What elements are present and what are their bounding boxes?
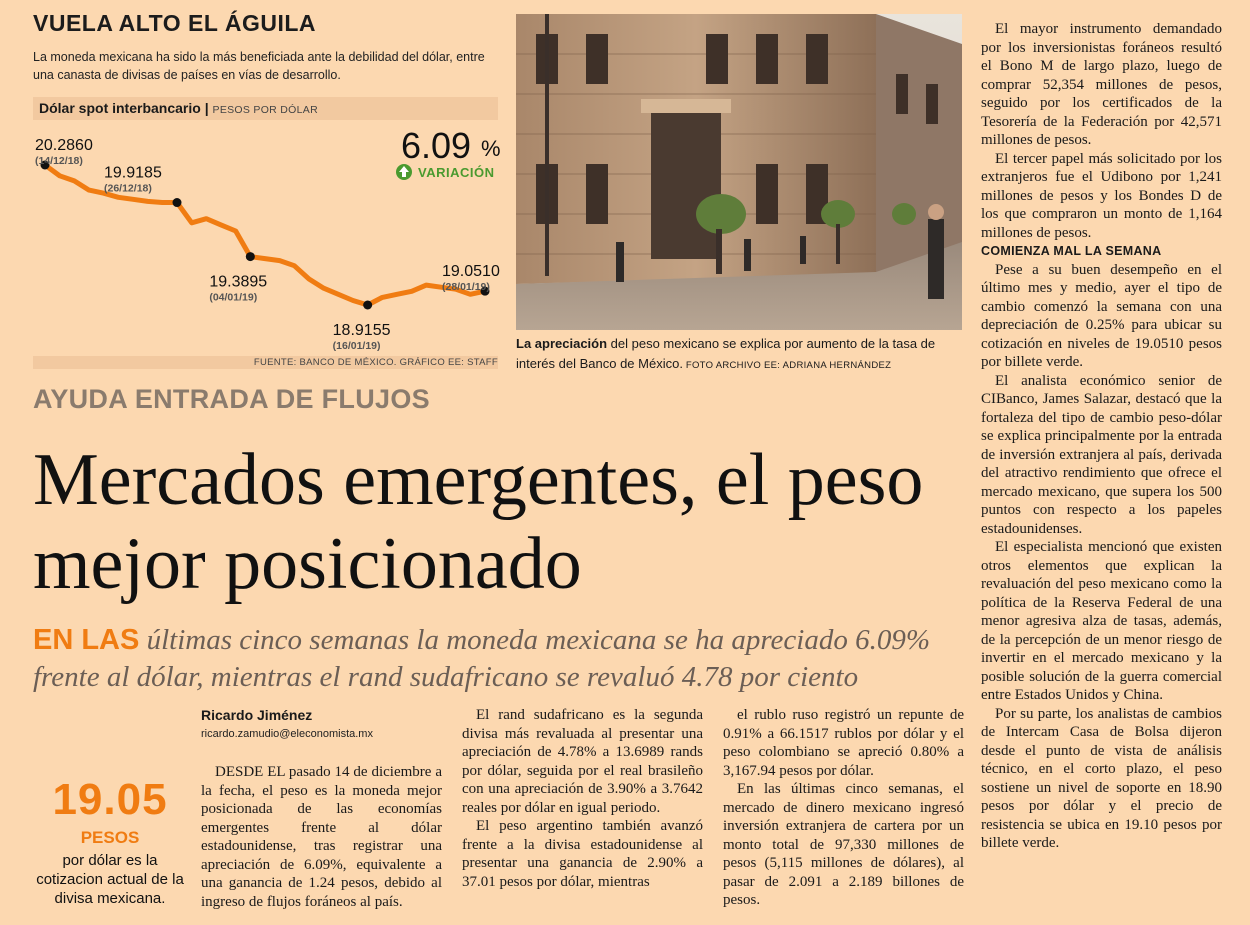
paragraph: Pese a su buen desempeño en el último me… xyxy=(981,261,1222,371)
article-column-1: DESDE EL pasado 14 de diciembre a la fec… xyxy=(201,763,442,911)
bank-building-photo xyxy=(516,14,962,330)
chart-point-date-label: (28/01/19) xyxy=(442,281,490,293)
paragraph: El especialista mencionó que existen otr… xyxy=(981,539,1222,703)
paragraph: Por su parte, los analistas de cambios d… xyxy=(981,705,1222,852)
chart-point-value-label: 20.2860 xyxy=(35,137,93,154)
chart-point-date-label: (14/12/18) xyxy=(35,155,83,167)
chart-point-value-label: 18.9155 xyxy=(333,322,391,339)
up-arrow-icon-glyph xyxy=(399,166,409,177)
paragraph: En las últimas cinco semanas, el mercado… xyxy=(723,781,964,908)
chart-plot: 20.2860(14/12/18) 19.9185(26/12/18) 19.389… xyxy=(35,125,501,352)
photo-caption-text: del peso mexicano se explica por aumento… xyxy=(516,336,936,371)
variation-label: VARIACIÓN xyxy=(418,165,494,180)
article-column-4: El mayor instrumento demandado por los i… xyxy=(981,20,1222,853)
photo-caption: La apreciación del peso mexicano se expl… xyxy=(516,334,966,376)
author-name: Ricardo Jiménez xyxy=(201,707,313,723)
chart-point-date-label: (16/01/19) xyxy=(333,340,381,352)
chart-point-value-label: 19.3895 xyxy=(209,274,267,291)
paragraph: El rand sudafricano es la segunda divisa… xyxy=(462,707,703,816)
paragraph: el rublo ruso registró un repunte de 0.9… xyxy=(723,707,964,779)
chart-series-label: Dólar spot interbancario xyxy=(39,100,201,116)
callout-unit: PESOS xyxy=(80,828,140,847)
chart-footer-bar xyxy=(33,356,498,369)
chart-label: Dólar spot interbancario | PESOS POR DÓL… xyxy=(39,100,318,116)
photo-credit: FOTO ARCHIVO EE: ADRIANA HERNÁNDEZ xyxy=(682,360,892,371)
lead-text: últimas cinco semanas la moneda mexicana… xyxy=(33,624,930,693)
author-email[interactable]: ricardo.zamudio@eleconomista.mx xyxy=(201,728,373,740)
photo-caption-lead: La apreciación xyxy=(516,336,608,351)
lead-in: EN LAS xyxy=(33,624,140,656)
chart-series-line xyxy=(42,162,488,308)
variation-value: 6.09 xyxy=(401,125,471,166)
section-subhead: COMIENZA MAL LA SEMANA xyxy=(981,244,1162,258)
chart-point xyxy=(363,300,373,310)
article-lead: EN LAS últimas cinco semanas la moneda m… xyxy=(33,622,968,696)
variation-percent-sign: % xyxy=(481,136,501,161)
chart-description: La moneda mexicana ha sido la más benefi… xyxy=(33,50,485,82)
callout-number: 19.05 xyxy=(52,775,168,824)
article-headline: Mercados emergentes, el peso mejor posic… xyxy=(33,439,924,605)
article-column-3: el rublo ruso registró un repunte de 0.9… xyxy=(723,706,964,910)
chart-unit: PESOS POR DÓLAR xyxy=(212,104,318,116)
chart-point-date-label: (04/01/19) xyxy=(209,292,257,304)
chart-point xyxy=(40,160,50,170)
paragraph: El analista económico senior de CIBanco,… xyxy=(981,372,1222,537)
chart-source: FUENTE: BANCO DE MÉXICO. GRÁFICO EE: STA… xyxy=(253,357,498,368)
chart-point xyxy=(480,286,490,296)
paragraph: El peso argentino también avanzó frente … xyxy=(462,818,703,890)
article-column-2: El rand sudafricano es la segunda divisa… xyxy=(462,706,703,891)
chart-point-value-label: 19.9185 xyxy=(104,165,162,182)
chart-point-value-label: 19.0510 xyxy=(442,263,500,280)
chart-header-bar: Dólar spot interbancario | PESOS POR DÓL… xyxy=(33,97,498,120)
chart-point xyxy=(245,252,255,262)
paragraph: DESDE EL pasado 14 de diciembre a la fec… xyxy=(201,764,442,910)
chart-title: VUELA ALTO EL ÁGUILA xyxy=(33,10,317,36)
paragraph: El mayor instrumento demandado por los i… xyxy=(981,21,1222,148)
chart-point xyxy=(172,198,182,208)
callout-text: por dólar es la cotizacion actual de la … xyxy=(36,852,184,907)
article-kicker: AYUDA ENTRADA DE FLUJOS xyxy=(33,384,430,414)
paragraph: El tercer papel más solicitado por los e… xyxy=(981,150,1222,241)
chart-point-date-label: (26/12/18) xyxy=(104,183,152,195)
